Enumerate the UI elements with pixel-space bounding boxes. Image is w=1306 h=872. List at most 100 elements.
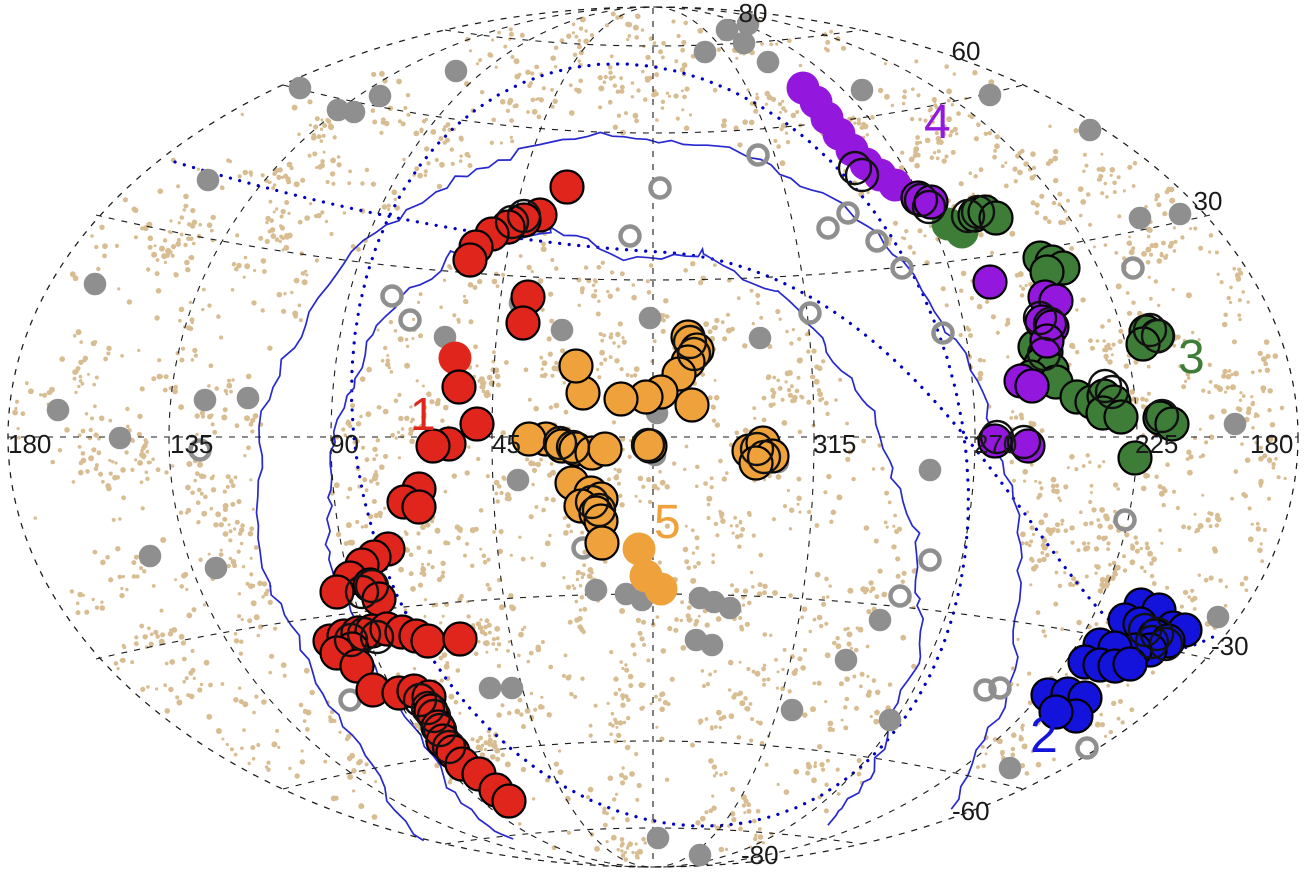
grid-label-180: 180 [8, 429, 51, 459]
gray-open-source [931, 321, 955, 345]
open-ring-source [1022, 300, 1058, 336]
open-ring-source [410, 690, 446, 726]
open-ring-source [1006, 424, 1042, 460]
grid-label--30: -30 [1211, 631, 1249, 661]
gray-source [550, 318, 574, 342]
open-ring-source [359, 619, 395, 655]
cluster-1-point [442, 621, 478, 657]
open-ring-source [1148, 626, 1184, 662]
gray-source [204, 556, 228, 580]
gray-open-source [648, 176, 672, 200]
open-ring-source [1139, 616, 1175, 652]
ecliptic-dotted-line [173, 62, 1217, 828]
cluster-1-point [441, 369, 477, 405]
parallel-line [282, 740, 1024, 790]
cluster-1-point [361, 581, 397, 617]
gray-open-source [888, 584, 912, 608]
gray-source [1128, 206, 1152, 230]
open-ring-source [422, 712, 458, 748]
cluster-1-point [415, 428, 451, 464]
grid-label-90: 90 [330, 429, 359, 459]
gray-filled-sources-layer [46, 12, 1247, 867]
gray-source [693, 40, 717, 64]
open-ring-source [506, 198, 542, 234]
cluster-4-point [1014, 368, 1050, 404]
grid-label-60: 60 [952, 36, 981, 66]
cluster-1-label: 1 [410, 388, 436, 440]
gray-source [850, 78, 874, 102]
gray-open-source [865, 229, 889, 253]
open-ring-source [431, 729, 467, 765]
open-ring-source [630, 427, 666, 463]
open-ring-source [1140, 318, 1176, 354]
gray-source [584, 578, 608, 602]
grid-label-225: 225 [1135, 429, 1178, 459]
gray-open-source [798, 301, 822, 325]
gray-source [1078, 118, 1102, 142]
meridian-line [168, 6, 1138, 868]
cluster-5-point [603, 381, 639, 417]
gray-source [834, 648, 858, 672]
cluster-1-point [452, 242, 488, 278]
open-ring-sources-layer [333, 150, 1184, 765]
gray-source [1206, 605, 1230, 629]
open-ring-source [844, 157, 880, 193]
cluster-2-point [1112, 646, 1148, 682]
cluster-1-point [401, 489, 437, 525]
gray-source [638, 306, 662, 330]
cluster-2-point [1038, 694, 1074, 730]
gray-source [506, 468, 530, 492]
cluster-5-point [587, 431, 623, 467]
grid-label-135: 135 [170, 429, 213, 459]
open-ring-source [960, 194, 996, 230]
gray-source [756, 50, 780, 74]
open-ring-source [739, 431, 775, 467]
cluster-5-point [558, 348, 594, 384]
gray-source [236, 386, 260, 410]
open-ring-source [581, 492, 617, 528]
gray-source [193, 388, 217, 412]
gray-source [748, 326, 772, 350]
gray-source [700, 633, 724, 657]
open-ring-source [746, 439, 782, 475]
grid-label--80: -80 [741, 840, 779, 870]
cluster-2-label: 2 [1030, 707, 1058, 763]
cluster-5-point [738, 445, 774, 481]
cluster-5-point [674, 387, 710, 423]
parallel-line [444, 29, 862, 47]
open-ring-source [555, 429, 591, 465]
gray-open-source [988, 676, 1012, 700]
cluster-1-point [459, 406, 495, 442]
gray-source [688, 843, 712, 867]
gray-source [868, 608, 892, 632]
cluster-4-label: 4 [924, 96, 951, 149]
gray-open-source [380, 284, 404, 308]
gray-source [444, 59, 468, 83]
gray-source [878, 708, 902, 732]
open-ring-source [333, 622, 369, 658]
gray-source [1168, 202, 1192, 226]
open-ring-source [1134, 624, 1170, 660]
gray-source [500, 676, 524, 700]
open-ring-source [416, 698, 452, 734]
open-ring-source [542, 425, 578, 461]
gray-open-source [746, 143, 770, 167]
gray-open-source [1121, 256, 1145, 280]
gray-source [978, 83, 1002, 107]
gray-open-source [973, 678, 997, 702]
gray-source [736, 12, 760, 36]
gray-source [998, 756, 1022, 780]
gray-source [918, 458, 942, 482]
open-ring-source [1094, 374, 1130, 410]
gray-source [108, 426, 132, 450]
gray-open-source [836, 201, 860, 225]
gray-source [718, 596, 742, 620]
cluster-1-point [410, 623, 446, 659]
cluster-3-label: 3 [1178, 331, 1205, 384]
gray-open-source [398, 308, 422, 332]
cluster-1-point [319, 574, 355, 610]
open-ring-source [1087, 368, 1123, 404]
cluster-5-point [584, 525, 620, 561]
cluster-3-point [1117, 440, 1153, 476]
